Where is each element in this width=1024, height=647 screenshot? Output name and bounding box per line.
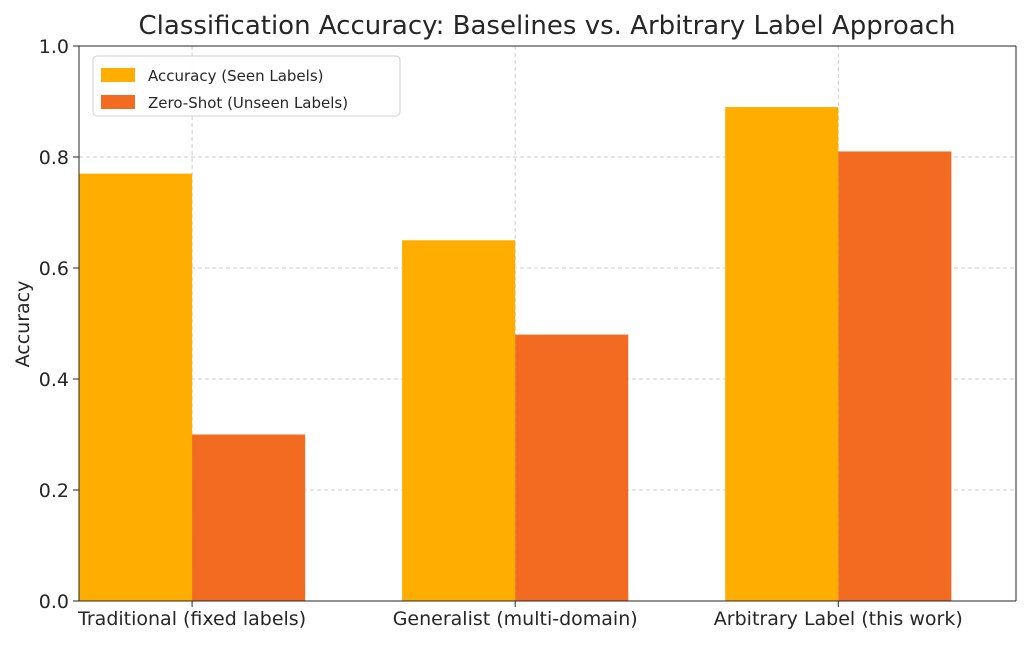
- legend-box: [92, 55, 401, 117]
- y-tick-label: 0.2: [39, 480, 69, 502]
- y-tick-label: 0.4: [39, 369, 69, 391]
- y-tick-label: 0.0: [39, 591, 69, 613]
- legend: Accuracy (Seen Labels) Zero-Shot (Unseen …: [92, 55, 401, 117]
- bar-zero-shot: [515, 334, 629, 601]
- bar-zero-shot: [192, 434, 306, 601]
- axes: 0.0 0.2 0.4 0.6 0.8 1.0 Traditional (fixed lab…: [39, 36, 1017, 630]
- legend-label: Zero-Shot (Unseen Labels): [148, 94, 348, 112]
- legend-swatch: [101, 95, 135, 109]
- bar-seen: [725, 107, 839, 602]
- legend-swatch: [101, 68, 135, 82]
- x-tick-label: Generalist (multi-domain): [393, 608, 638, 630]
- legend-label: Accuracy (Seen Labels): [148, 67, 324, 85]
- bar-seen: [402, 240, 516, 601]
- x-tick-label: Arbitrary Label (this work): [714, 608, 963, 630]
- x-tick-label: Traditional (fixed labels): [77, 608, 306, 630]
- chart-title: Classification Accuracy: Baselines vs. A…: [139, 11, 956, 41]
- y-axis-label: Accuracy: [12, 281, 34, 368]
- y-tick-label: 0.6: [39, 258, 69, 280]
- bars: [79, 107, 952, 602]
- y-tick-label: 0.8: [39, 147, 69, 169]
- bar-zero-shot: [838, 151, 952, 601]
- y-tick-label: 1.0: [39, 36, 69, 58]
- bar-seen: [79, 173, 193, 601]
